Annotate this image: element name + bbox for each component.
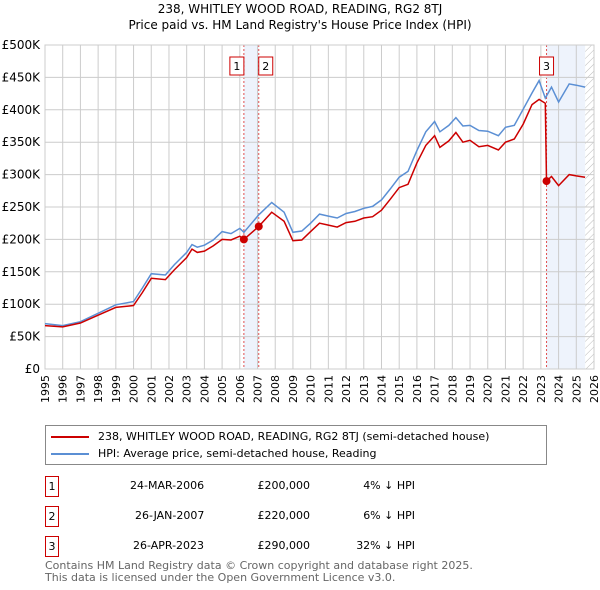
sale-marker-box: 1: [45, 476, 59, 497]
x-tick-label: 2001: [145, 375, 158, 403]
price-chart: 1 2 3 1995 1996 1997 1998 1999 2000 2001 2002 2003 2…: [2, 38, 600, 403]
y-tick-label: £0: [25, 362, 40, 376]
sale-label-box: [539, 56, 555, 76]
x-tick-label: 2014: [375, 375, 388, 403]
x-tick-label: 1995: [39, 375, 52, 403]
legend-label: HPI: Average price, semi-detached house,…: [98, 447, 377, 460]
x-tick-label: 2011: [322, 375, 335, 403]
x-tick-label: 2009: [287, 375, 300, 403]
sale-point: [239, 235, 248, 244]
table-row: 2 26-JAN-2007 £220,000 6% ↓ HPI: [45, 506, 445, 527]
y-tick-label: £50K: [9, 330, 41, 344]
series-line: [44, 78, 586, 327]
legend-swatch-blue: [51, 452, 89, 455]
chart-subtitle: Price paid vs. HM Land Registry's House …: [128, 18, 472, 32]
x-tick-label: 2003: [181, 375, 194, 403]
x-tick-label: 2026: [588, 375, 600, 403]
sale-label: 3: [543, 60, 550, 73]
x-tick-label: 2017: [429, 375, 442, 403]
x-tick-label: 1999: [110, 375, 123, 403]
x-tick-label: 2002: [163, 375, 176, 403]
sale-date: 26-JAN-2007: [135, 509, 205, 522]
sale-price: £290,000: [257, 539, 311, 552]
x-tick-label: 2018: [446, 375, 459, 403]
footer-line: This data is licensed under the Open Gov…: [45, 571, 396, 584]
x-tick-label: 1996: [57, 375, 70, 403]
legend-label: 238, WHITLEY WOOD ROAD, READING, RG2 8TJ…: [98, 430, 490, 443]
x-tick-label: 2008: [269, 375, 282, 403]
x-tick-label: 2012: [340, 375, 353, 403]
sale-label: 1: [233, 60, 240, 73]
y-tick-label: £300K: [2, 168, 42, 182]
x-tick-label: 2016: [411, 375, 424, 403]
plot-border: [44, 44, 595, 370]
series-line: [44, 98, 586, 328]
sale-point: [542, 177, 551, 186]
y-tick-label: £100K: [2, 297, 42, 311]
y-tick-label: £200K: [2, 232, 42, 246]
legend: 238, WHITLEY WOOD ROAD, READING, RG2 8TJ…: [45, 425, 547, 465]
sale-marker-box: 2: [45, 506, 59, 527]
x-tick-label: 2005: [216, 375, 229, 403]
x-tick-label: 2022: [517, 375, 530, 403]
x-tick-label: 2019: [464, 375, 477, 403]
y-tick-label: £250K: [2, 200, 42, 214]
x-tick-label: 2007: [252, 375, 265, 403]
sale-marker-box: 3: [45, 536, 59, 557]
footer-notice: Contains HM Land Registry data © Crown c…: [45, 560, 473, 584]
sale-price: £220,000: [257, 509, 311, 522]
x-tick-label: 2020: [482, 375, 495, 403]
y-tick-label: £400K: [2, 103, 42, 117]
x-tick-label: 2000: [128, 375, 141, 403]
legend-swatch-red: [51, 435, 89, 438]
legend-item-property: 238, WHITLEY WOOD ROAD, READING, RG2 8TJ…: [51, 429, 489, 444]
chart-title: 238, WHITLEY WOOD ROAD, READING, RG2 8TJ: [157, 2, 443, 16]
x-tick-label: 2006: [234, 375, 247, 403]
x-tick-label: 2013: [358, 375, 371, 403]
sale-price: £200,000: [257, 479, 311, 492]
sale-label-box: [258, 56, 274, 76]
sale-hpi-diff: 4% ↓ HPI: [363, 479, 415, 492]
sale-label-box: [229, 56, 245, 76]
y-tick-label: £350K: [2, 135, 42, 149]
x-tick-label: 2023: [535, 375, 548, 403]
footer-line: Contains HM Land Registry data © Crown c…: [45, 559, 473, 572]
sale-hpi-diff: 32% ↓ HPI: [356, 539, 415, 552]
sale-label: 2: [262, 60, 269, 73]
legend-item-hpi: HPI: Average price, semi-detached house,…: [51, 446, 377, 461]
sale-date: 26-APR-2023: [133, 539, 205, 552]
x-tick-label: 2010: [305, 375, 318, 403]
y-tick-label: £500K: [2, 38, 42, 52]
x-tick-label: 1997: [74, 375, 87, 403]
y-tick-label: £150K: [2, 265, 42, 279]
sale-date: 24-MAR-2006: [130, 479, 205, 492]
x-tick-label: 2024: [553, 375, 566, 403]
x-tick-label: 1998: [92, 375, 105, 403]
sale-hpi-diff: 6% ↓ HPI: [363, 509, 415, 522]
x-tick-label: 2021: [499, 375, 512, 403]
sale-point: [254, 222, 263, 231]
table-row: 3 26-APR-2023 £290,000 32% ↓ HPI: [45, 536, 445, 557]
table-row: 1 24-MAR-2006 £200,000 4% ↓ HPI: [45, 476, 445, 497]
x-tick-label: 2004: [198, 375, 211, 403]
y-tick-label: £450K: [2, 70, 42, 84]
x-tick-label: 2015: [393, 375, 406, 403]
x-tick-label: 2025: [570, 375, 583, 403]
